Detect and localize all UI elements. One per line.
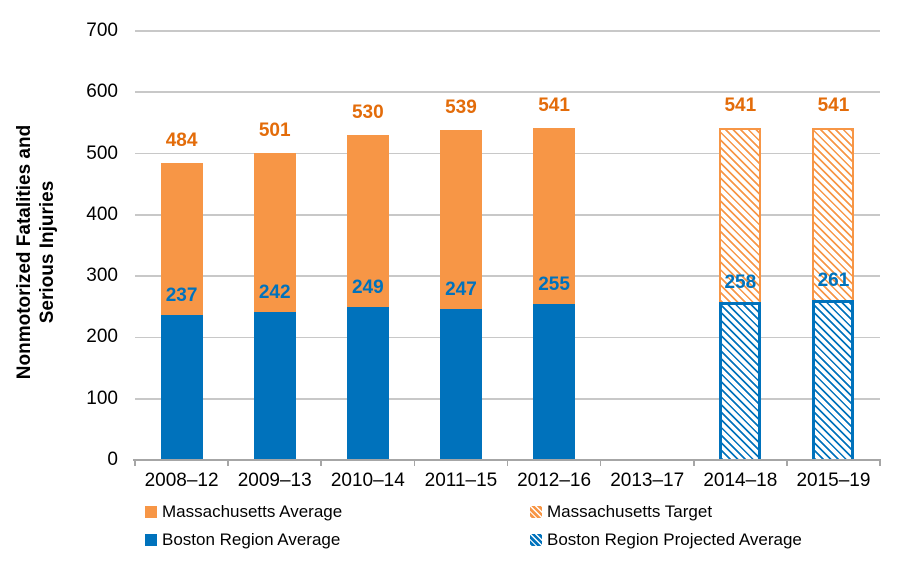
- value-label-boston-region-average-2011-15: 247: [445, 278, 477, 300]
- value-label-massachusetts-target-2014-18: 541: [724, 95, 757, 117]
- y-axis-tick-label-600: 600: [86, 81, 118, 103]
- y-axis-tick-label-700: 700: [86, 20, 118, 41]
- value-label-massachusetts-average-2010-14: 530: [351, 102, 384, 124]
- x-axis-label-2009-13: 2009–13: [237, 470, 312, 491]
- y-axis-tick-label-0: 0: [107, 449, 118, 470]
- bar-segment-boston-region-projected-average-2014-18: [719, 301, 762, 460]
- value-label-massachusetts-average-2008-12: 484: [165, 130, 198, 152]
- x-axis-tick-3: [413, 461, 416, 466]
- legend-label-boston-region-projected-average: Boston Region Projected Average: [547, 530, 802, 549]
- bar-segment-massachusetts-average-2010-14: [346, 135, 389, 308]
- gridline-400: [135, 214, 880, 216]
- y-axis-tick-label-100: 100: [86, 387, 118, 409]
- plot-area: 484 237 501 242 530 249 539 247 541 255 541 258 541 2…: [135, 30, 880, 460]
- bar-segment-massachusetts-target-2014-18: [719, 128, 762, 302]
- bar-segment-boston-region-average-2011-15: [439, 308, 482, 460]
- legend-label-massachusetts-target: Massachusetts Target: [547, 502, 713, 521]
- gridline-100: [135, 397, 880, 400]
- y-axis-title-line2: Serious Injuries: [37, 180, 58, 324]
- value-label-massachusetts-average-2011-15: 539: [445, 96, 477, 118]
- y-axis-tick-label-200: 200: [86, 326, 118, 348]
- bar-segment-boston-region-average-2012-16: [533, 303, 576, 460]
- orange-hatched-swatch-icon: [530, 506, 542, 518]
- y-axis-tick-label-300: 300: [86, 265, 118, 287]
- y-axis-tick-label-400: 400: [86, 203, 118, 225]
- value-label-boston-region-average-2012-16: 255: [538, 273, 570, 295]
- value-label-massachusetts-average-2009-13: 501: [258, 119, 291, 141]
- value-label-boston-region-average-2008-12: 237: [165, 284, 198, 306]
- bar-segment-massachusetts-average-2011-15: [439, 129, 482, 309]
- legend-item-boston-region-average: Boston Region Average: [145, 530, 342, 550]
- legend-column-right: Massachusetts Target Boston Region Proje…: [530, 502, 802, 558]
- legend-label-massachusetts-average: Massachusetts Average: [162, 502, 343, 521]
- bar-segment-massachusetts-average-2012-16: [533, 128, 576, 304]
- bar-segment-boston-region-average-2009-13: [253, 311, 296, 460]
- bar-segment-massachusetts-target-2015-19: [812, 128, 855, 301]
- x-axis-tick-0: [134, 461, 136, 466]
- value-label-boston-region-projected-average-2014-18: 258: [724, 271, 757, 293]
- bar-segment-boston-region-average-2010-14: [346, 307, 389, 460]
- orange-solid-swatch-icon: [145, 506, 157, 518]
- legend-item-boston-region-projected-average: Boston Region Projected Average: [530, 530, 802, 550]
- x-axis-tick-7: [786, 461, 788, 466]
- gridline-500: [135, 152, 880, 155]
- x-axis-label-2013-17: 2013–17: [610, 470, 685, 491]
- x-axis-tick-2: [320, 461, 323, 466]
- x-axis-tick-1: [227, 461, 229, 466]
- value-label-boston-region-average-2009-13: 242: [258, 281, 291, 303]
- x-axis-label-2012-16: 2012–16: [517, 470, 592, 491]
- gridline-300: [135, 275, 880, 277]
- gridline-600: [135, 91, 880, 94]
- x-axis-tick-6: [692, 461, 695, 466]
- bar-segment-massachusetts-average-2008-12: [160, 163, 203, 315]
- value-label-boston-region-projected-average-2015-19: 261: [817, 270, 850, 292]
- x-axis-label-2015-19: 2015–19: [796, 470, 871, 491]
- x-axis-label-2011-15: 2011–15: [424, 470, 498, 491]
- legend-item-massachusetts-average: Massachusetts Average: [145, 502, 342, 522]
- x-axis-label-2008-12: 2008–12: [144, 470, 219, 491]
- y-axis-tick-label-500: 500: [86, 142, 118, 164]
- x-axis-tick-8: [879, 461, 881, 466]
- blue-hatched-swatch-icon: [530, 534, 542, 546]
- y-axis-title: Nonmotorized Fatalities and Serious Inju…: [13, 72, 61, 432]
- gridline-200: [135, 336, 880, 339]
- bar-segment-boston-region-average-2008-12: [160, 314, 203, 460]
- value-label-massachusetts-average-2012-16: 541: [538, 95, 570, 117]
- value-label-boston-region-average-2010-14: 249: [351, 277, 384, 299]
- x-axis-label-2010-14: 2010–14: [330, 470, 405, 491]
- x-axis-label-2014-18: 2014–18: [703, 470, 778, 491]
- x-axis-tick-4: [506, 461, 509, 466]
- x-axis-tick-5: [599, 461, 602, 466]
- gridline-700: [135, 30, 880, 32]
- bar-segment-boston-region-projected-average-2015-19: [812, 300, 855, 460]
- legend-item-massachusetts-target: Massachusetts Target: [530, 502, 802, 522]
- y-axis-title-line1: Nonmotorized Fatalities and: [14, 124, 35, 380]
- bar-segment-massachusetts-average-2009-13: [253, 152, 296, 312]
- legend-label-boston-region-average: Boston Region Average: [162, 530, 341, 549]
- x-axis-line: [133, 459, 881, 461]
- value-label-massachusetts-target-2015-19: 541: [817, 95, 850, 117]
- legend-column-left: Massachusetts Average Boston Region Aver…: [145, 502, 342, 558]
- blue-solid-swatch-icon: [145, 534, 157, 546]
